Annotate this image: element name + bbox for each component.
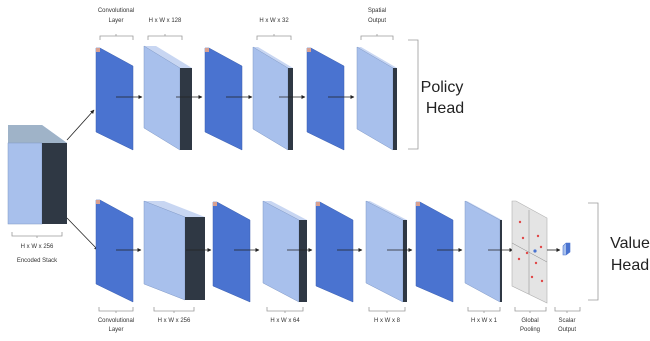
value-feature-map-8 [365,200,407,303]
policy-feature-map-128 [143,45,192,151]
pooling-dot [518,220,522,224]
pooling-dot [536,234,540,238]
branch-arrow-value [66,217,99,251]
value-pool-bracket [514,307,547,313]
value-shape-d-bracket [467,307,501,313]
value-head-title-1: Value [610,235,650,252]
policy-head-title-2: Head [426,100,464,117]
value-conv-layer-4 [415,201,454,303]
policy-shape-b-bracket [256,34,292,40]
value-out-label-1: Scalar [558,318,575,324]
policy-conv-label-1: Convolutional [98,8,134,14]
value-shape-c-bracket [368,307,406,313]
policy-out-bracket [360,34,394,40]
value-conv-layer-2 [212,201,251,303]
value-conv-bracket [98,307,134,313]
value-conv-layer-3 [315,201,354,303]
value-shape-c-label: H x W x 8 [374,318,401,324]
encoded-stack-block [7,125,67,225]
policy-shape-a-label: H x W x 128 [149,18,182,24]
value-shape-b-label: H x W x 64 [270,318,300,324]
value-shape-a-bracket [153,307,195,313]
value-shape-d-label: H x W x 1 [471,318,498,324]
value-shape-b-bracket [266,307,304,313]
pooling-dot [530,275,534,279]
value-pool-label-2: Pooling [520,327,540,333]
policy-out-label-1: Spatial [368,8,386,14]
value-conv-layer-1 [95,199,134,303]
value-out-label-2: Output [558,327,576,333]
policy-out-label-2: Output [368,18,386,24]
pooling-dot [534,261,538,265]
branch-arrow-policy [66,109,95,141]
policy-conv-layer-3 [306,47,345,151]
policy-spatial-output [356,46,397,151]
pooling-dot [517,257,521,261]
value-conv-label-2: Layer [108,327,123,333]
global-pooling-panel [511,200,548,304]
policy-conv-bracket [99,34,134,40]
value-out-bracket [554,307,581,313]
encoded-stack-shape-label: H x W x 256 [21,244,54,250]
policy-shape-a-bracket [147,34,183,40]
policy-head-bracket [408,39,419,150]
policy-conv-layer-2 [204,47,243,151]
policy-conv-label-2: Layer [108,18,123,24]
pooling-center-dot [533,249,537,253]
policy-shape-b-label: H x W x 32 [259,18,289,24]
policy-head-title-1: Policy [421,79,464,96]
policy-conv-layer-1 [95,47,134,151]
encoded-stack-bracket [11,232,63,238]
scalar-output-block [562,242,571,256]
pooling-dot [521,236,525,240]
value-head-title-2: Head [611,257,649,274]
value-feature-map-64 [262,200,307,303]
value-conv-label-1: Convolutional [98,318,134,324]
value-feature-map-256 [143,200,205,301]
value-shape-a-label: H x W x 256 [158,318,191,324]
encoded-stack-top [8,125,67,143]
encoded-stack-front [7,142,43,225]
value-head-bracket [588,202,599,301]
pooling-dot [539,245,543,249]
policy-feature-map-32 [252,46,293,151]
value-pool-label-1: Global [521,318,538,324]
encoded-stack-side [42,143,67,224]
pooling-dot [525,251,529,255]
encoded-stack-name-label: Encoded Stack [17,258,58,264]
value-feature-map-1 [464,200,502,303]
pooling-dot [540,279,544,283]
